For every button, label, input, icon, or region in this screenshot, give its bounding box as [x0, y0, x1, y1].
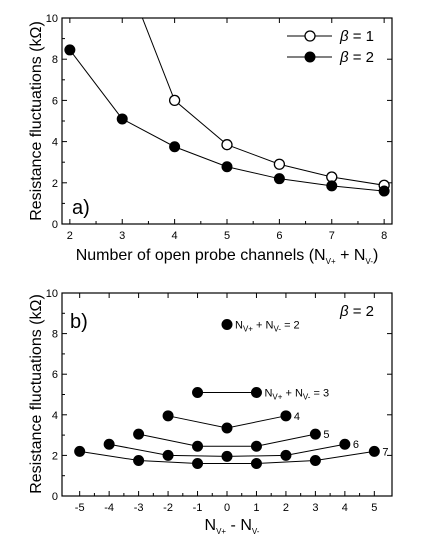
panel-b-x-tick-label: -3 — [134, 502, 144, 514]
data-point-n4 — [162, 410, 174, 422]
panel-a-x-ticks: 2 3 4 5 6 7 8 — [67, 18, 387, 242]
data-point-n5 — [133, 428, 145, 440]
panel-a-x-tick-label: 3 — [119, 230, 125, 242]
panel-b-y-tick-label: 4 — [52, 410, 58, 422]
series-line-beta1 — [141, 18, 385, 186]
data-point-beta2 — [221, 161, 233, 173]
panel-a-y-tick-label: 6 — [52, 95, 58, 107]
legend-entry-beta1: β = 1 — [339, 28, 374, 45]
data-point-n7 — [133, 454, 145, 466]
data-point-n6 — [280, 449, 292, 461]
panel-b-y-axis-title: Resistance fluctuations (kΩ) — [28, 294, 45, 494]
data-point-n4 — [221, 422, 233, 434]
series-label-n7: 7 — [382, 446, 388, 458]
data-point-n7 — [74, 445, 86, 457]
panel-b-x-tick-label: -2 — [163, 502, 173, 514]
panel-b-beta-label: β = 2 — [339, 303, 374, 320]
panel-a-y-tick-label: 4 — [52, 137, 58, 149]
series-label-n3: NV+ + NV- = 3 — [264, 387, 329, 401]
panel-b-y-tick-label: 8 — [52, 329, 58, 341]
data-point-n6 — [103, 438, 115, 450]
data-point-n7 — [368, 445, 380, 457]
panel-a-y-tick-label: 0 — [52, 219, 58, 231]
data-point-beta2 — [64, 44, 76, 56]
panel-a-legend: β = 1 β = 2 — [287, 28, 374, 66]
data-point-beta2 — [116, 113, 128, 125]
panel-a-x-tick-label: 2 — [67, 230, 73, 242]
panel-b-x-tick-label: 5 — [371, 502, 377, 514]
panel-b-x-ticks: -5 -4 -3 -2 -1 0 1 2 3 4 5 — [75, 293, 377, 514]
legend-marker-open-circle-icon — [304, 30, 316, 42]
panel-b-y-tick-label: 10 — [46, 288, 58, 300]
panel-b-x-axis-title: NV+ - NV- — [205, 517, 260, 536]
data-point-n6 — [221, 450, 233, 462]
panel-b-x-tick-label: -4 — [104, 502, 114, 514]
panel-b-x-tick-label: 1 — [253, 502, 259, 514]
panel-a-series — [64, 18, 390, 197]
panel-a-label: a) — [72, 197, 90, 219]
panel-b-y-tick-label: 6 — [52, 369, 58, 381]
data-point-beta2 — [326, 180, 338, 192]
panel-a-y-axis-title: Resistance fluctuations (kΩ) — [28, 21, 45, 221]
series-line-5 — [138, 433, 316, 447]
panel-b-x-tick-label: 2 — [283, 502, 289, 514]
panel-b-x-tick-label: -5 — [75, 502, 85, 514]
panel-a-x-tick-label: 5 — [224, 230, 230, 242]
series-label-n6: 6 — [353, 439, 359, 451]
data-point-n6 — [339, 438, 351, 450]
panel-a-y-tick-label: 10 — [46, 13, 58, 25]
legend-marker-filled-circle-icon — [304, 51, 316, 63]
data-point-n6 — [162, 449, 174, 461]
panel-b-label: b) — [70, 311, 88, 333]
panel-a-x-tick-label: 8 — [381, 230, 387, 242]
panel-a-y-tick-label: 8 — [52, 54, 58, 66]
data-point-n3 — [192, 386, 204, 398]
data-point-n3 — [250, 386, 262, 398]
data-point-n7 — [250, 458, 262, 470]
data-point-n5 — [309, 428, 321, 440]
data-point-n5 — [192, 440, 204, 452]
series-label-n2: NV+ + NV- = 2 — [235, 319, 300, 333]
panel-b-y-tick-label: 2 — [52, 450, 58, 462]
panel-b-x-tick-label: -1 — [193, 502, 203, 514]
panel-b-y-tick-label: 0 — [52, 491, 58, 503]
series-line-7 — [79, 450, 375, 465]
panel-a-x-tick-label: 6 — [276, 230, 282, 242]
data-point-beta1 — [168, 94, 181, 107]
data-point-beta2 — [273, 173, 285, 185]
panel-a-y-tick-label: 2 — [52, 178, 58, 190]
data-point-n4 — [280, 410, 292, 422]
data-point-n2 — [221, 318, 233, 330]
panel-a-y-ticks: 0 2 4 6 8 10 — [46, 13, 392, 231]
panel-b-x-tick-label: 3 — [312, 502, 318, 514]
panel-b-x-tick-label: 0 — [224, 502, 230, 514]
data-point-n7 — [309, 454, 321, 466]
panel-b-y-ticks: 0 2 4 6 8 10 — [46, 288, 392, 503]
series-label-n5: 5 — [323, 429, 329, 441]
panel-b-series: NV+ + NV- = 2 NV+ + NV- = 3 4 5 6 7 — [74, 318, 388, 470]
panel-a-x-axis-title: Number of open probe channels (NV+ + NV-… — [76, 247, 379, 266]
legend-entry-beta2: β = 2 — [339, 49, 374, 66]
data-point-n7 — [192, 458, 204, 470]
data-point-beta2 — [169, 141, 181, 153]
series-label-n4: 4 — [294, 411, 300, 423]
data-point-beta1 — [221, 139, 233, 151]
data-point-beta2 — [378, 185, 390, 197]
panel-a-x-tick-label: 4 — [172, 230, 178, 242]
data-point-n5 — [250, 440, 262, 452]
panel-a-x-tick-label: 7 — [329, 230, 335, 242]
data-point-beta1 — [273, 158, 286, 170]
panel-b-x-tick-label: 4 — [342, 502, 348, 514]
